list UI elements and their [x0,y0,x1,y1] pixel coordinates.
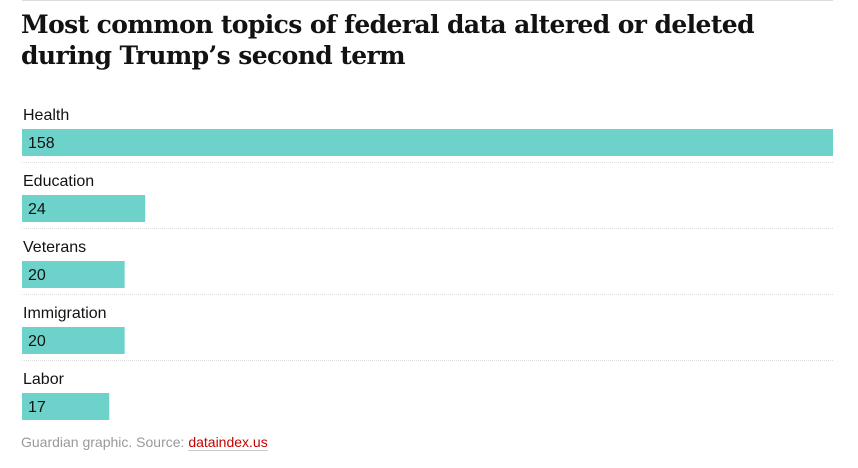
chart-title: Most common topics of federal data alter… [21,10,755,70]
bar-chart: Health 158 Education 24 Veterans 20 Immigratio… [22,107,833,420]
source-note: Guardian graphic. Source: dataindex.us [21,434,268,451]
category-label-education: Education [23,173,94,190]
category-label-immigration: Immigration [23,305,107,322]
category-label-health: Health [23,107,69,124]
category-label-veterans: Veterans [23,239,86,256]
value-label-labor: 17 [28,399,46,416]
bar-immigration [22,327,125,354]
category-label-labor: Labor [23,371,65,388]
source-link[interactable]: dataindex.us [188,434,268,451]
value-label-education: 24 [28,201,46,218]
value-label-immigration: 20 [28,333,46,350]
bar-veterans [22,261,125,288]
source-prefix: Guardian graphic. Source: [21,434,189,450]
value-label-health: 158 [28,135,55,152]
top-rule [22,0,833,1]
bar-health [22,129,833,156]
bar-labor [22,393,110,420]
bar-education [22,195,146,222]
value-label-veterans: 20 [28,267,46,284]
